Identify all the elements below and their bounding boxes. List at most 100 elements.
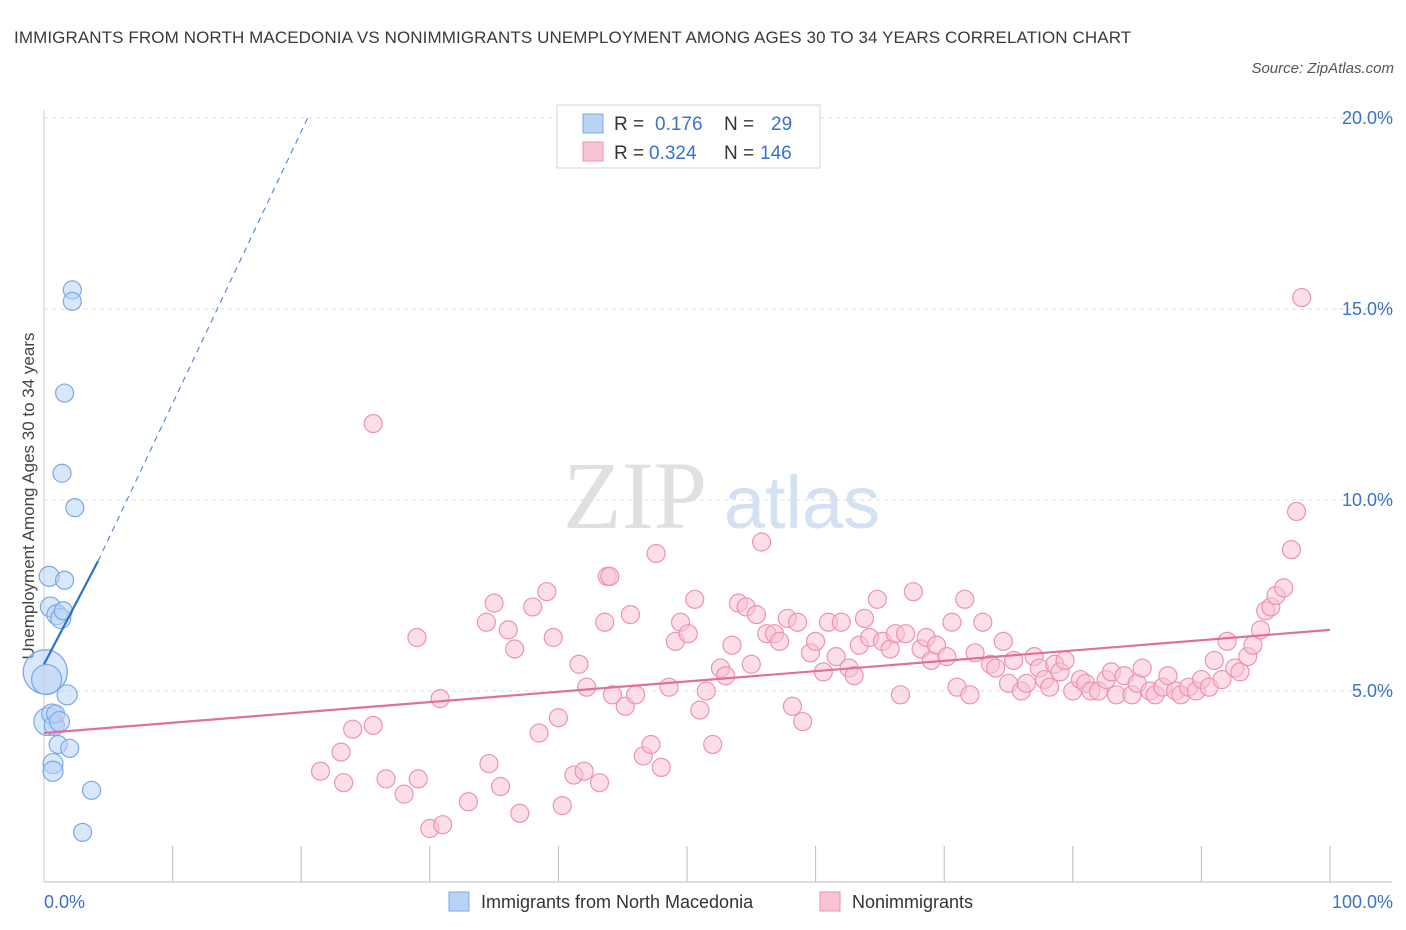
data-point-nonimmigrant [722,635,742,655]
data-point-nonimmigrant [577,677,597,697]
data-point-nonimmigrant [782,696,803,716]
y-tick-label: 5.0% [1352,681,1393,701]
y-axis-title: Unemployment Among Ages 30 to 34 years [19,333,38,660]
data-point-nonimmigrant [641,734,661,755]
chart-title: IMMIGRANTS FROM NORTH MACEDONIA VS NONIM… [14,28,1132,47]
data-point-nonimmigrant [574,761,594,781]
data-point-nonimmigrant [430,689,450,709]
x-tick-label-min: 0.0% [44,892,85,912]
legend-swatch-blue [582,113,604,134]
data-point-nonimmigrant [960,685,980,705]
data-point-nonimmigrant [844,666,864,686]
data-point-nonimmigrant [376,769,396,789]
data-point-nonimmigrant [826,647,846,667]
data-point-immigrant [65,498,85,518]
trend-lines [43,117,1331,735]
data-point-nonimmigrant [903,582,923,602]
data-point-nonimmigrant [937,647,957,667]
data-point-nonimmigrant [620,604,641,625]
data-point-nonimmigrant [942,612,962,632]
data-point-nonimmigrant [678,624,698,644]
y-tick-label: 10.0% [1342,490,1393,510]
grid-lines [44,117,1392,692]
data-point-nonimmigrant [1274,578,1294,598]
data-point-nonimmigrant [1217,631,1237,651]
data-point-nonimmigrant [973,612,993,632]
legend-n-value-2: 146 [760,143,792,164]
data-point-nonimmigrant [1286,501,1307,522]
legend-r-value-2: 0.324 [649,143,697,164]
data-point-nonimmigrant [867,589,887,609]
data-point-nonimmigrant [331,742,351,762]
data-point-nonimmigrant [896,624,916,644]
data-point-nonimmigrant [793,711,813,732]
x-tick-labels: 0.0% 100.0% [44,892,1393,912]
data-point-nonimmigrant [490,776,511,797]
data-point-nonimmigrant [310,761,331,781]
data-point-nonimmigrant [529,723,549,743]
y-tick-label: 20.0% [1342,108,1393,128]
data-point-immigrant [60,738,80,758]
y-tick-labels: 5.0% 10.0% 15.0% 20.0% [1342,108,1393,701]
data-point-nonimmigrant [602,685,623,705]
data-point-nonimmigrant [343,719,363,739]
data-point-nonimmigrant [746,604,767,625]
data-point-immigrant [54,383,75,403]
data-point-nonimmigrant [589,773,610,793]
x-tick-label-max: 100.0% [1332,892,1393,912]
bottom-legend-label-2: Nonimmigrants [852,892,973,912]
data-point-immigrant [52,463,72,483]
data-point-nonimmigrant [651,757,671,778]
data-point-immigrant [72,822,93,842]
data-point-nonimmigrant [1040,677,1060,697]
data-point-immigrant [42,760,64,782]
data-point-nonimmigrant [498,620,518,640]
data-point-nonimmigrant [625,685,646,705]
data-point-nonimmigrant [600,566,620,587]
data-point-nonimmigrant [479,753,499,774]
data-point-nonimmigrant [408,769,428,789]
watermark: ZIP atlas [563,442,880,549]
data-point-nonimmigrant [1230,662,1250,682]
data-point-nonimmigrant [703,734,723,755]
data-point-nonimmigrant [407,627,427,648]
data-point-immigrant [54,570,75,590]
data-point-immigrant [30,663,63,696]
bottom-legend-swatch-pink [819,891,841,912]
legend-n-value-1: 29 [771,114,792,135]
watermark-zip: ZIP [563,442,707,549]
data-point-nonimmigrant [458,792,478,812]
data-point-nonimmigrant [993,631,1013,651]
legend-box: R = 0.176 N = 29 R = 0.324 N = 146 [556,104,821,169]
data-point-immigrant [48,710,71,733]
data-point-nonimmigrant [787,612,808,632]
data-point-nonimmigrant [690,700,710,720]
data-point-nonimmigrant [715,666,736,686]
data-point-nonimmigrant [1281,540,1302,560]
data-point-nonimmigrant [510,803,530,823]
data-point-nonimmigrant [831,612,851,632]
data-point-nonimmigrant [769,631,790,651]
x-tick-marks [172,846,1331,882]
data-point-nonimmigrant [805,631,826,651]
trend-line-immigrants-extension [97,117,309,562]
data-point-nonimmigrant [854,608,875,629]
watermark-atlas: atlas [724,461,880,544]
bottom-legend-label-1: Immigrants from North Macedonia [481,892,754,912]
data-point-immigrant [62,291,82,311]
series-nonimmigrants [310,287,1312,839]
data-point-nonimmigrant [543,627,563,648]
data-point-nonimmigrant [685,589,705,609]
bottom-legend: Immigrants from North Macedonia Nonimmig… [448,891,973,912]
data-point-nonimmigrant [1212,669,1232,690]
source-label: Source: ZipAtlas.com [1251,60,1394,77]
data-point-nonimmigrant [363,715,383,735]
data-point-nonimmigrant [363,414,383,434]
data-point-nonimmigrant [986,658,1006,678]
legend-n-label-1: N = [724,114,754,135]
data-point-nonimmigrant [523,597,543,617]
data-point-immigrant [56,684,78,706]
data-point-nonimmigrant [646,543,666,564]
legend-swatch-pink [582,141,604,162]
